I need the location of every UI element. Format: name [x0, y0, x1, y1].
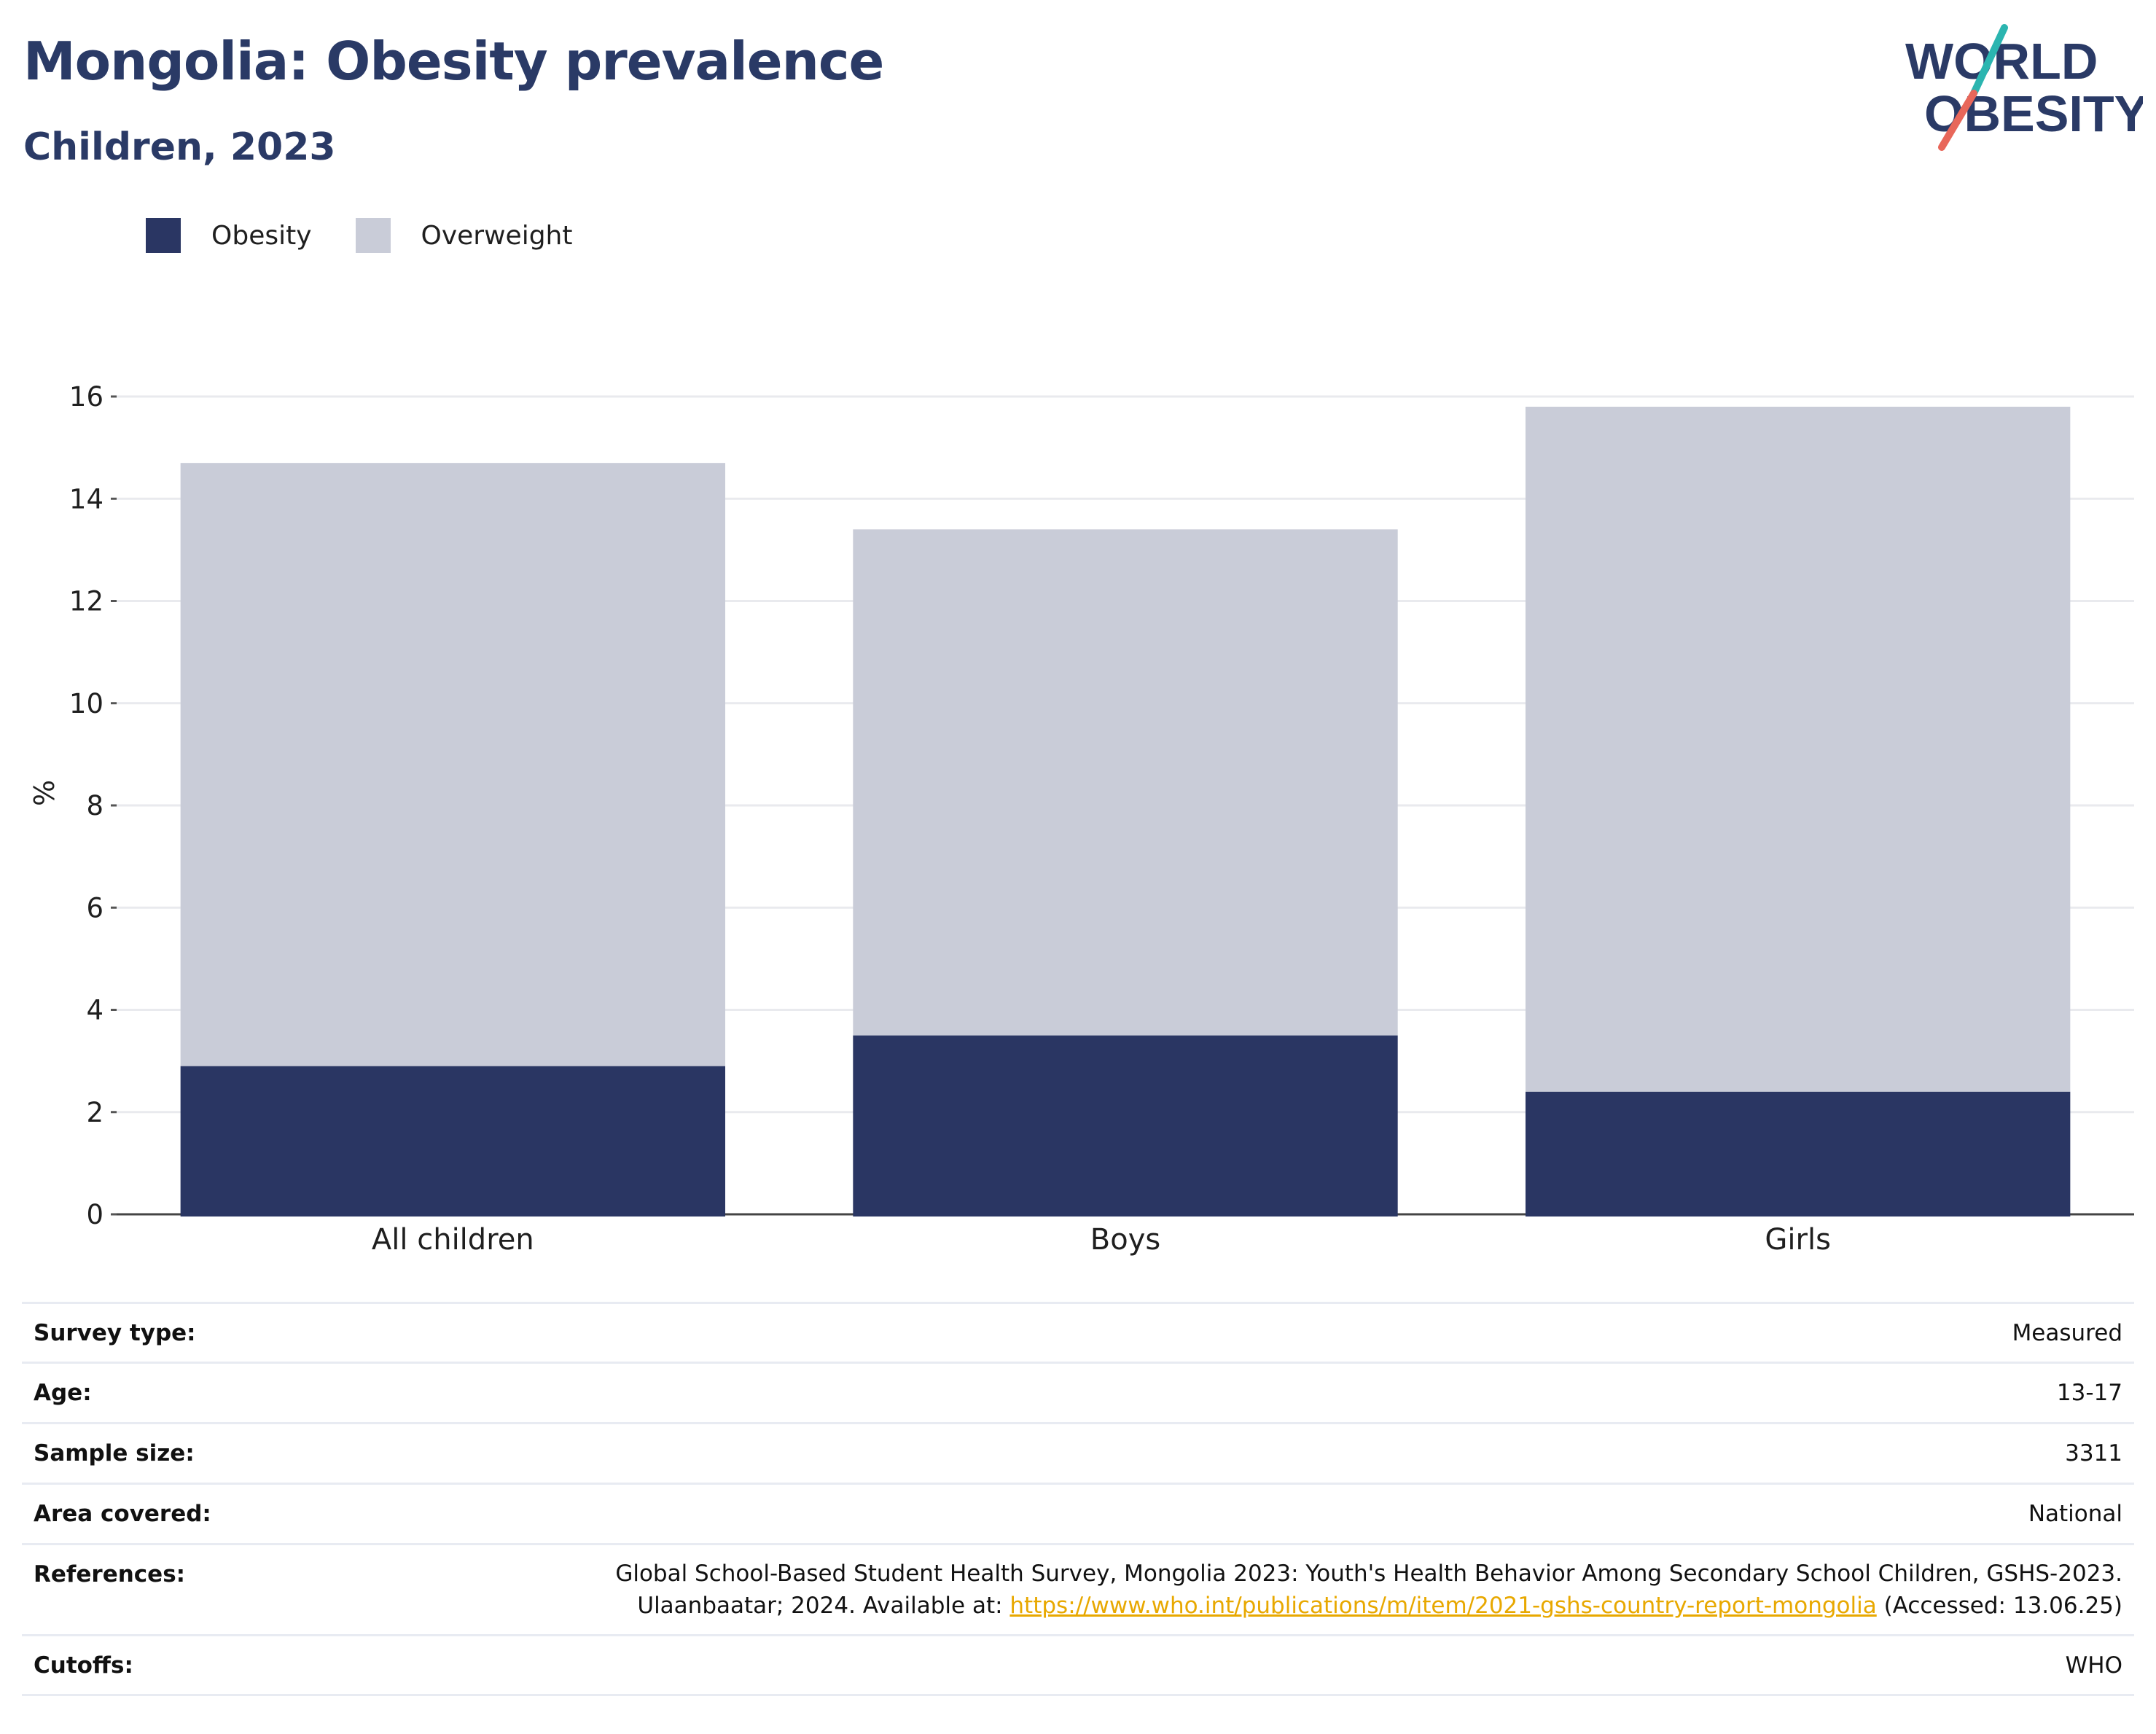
info-key: Cutoffs: [22, 1634, 483, 1696]
info-row-survey-type: Survey type: Measured [22, 1302, 2134, 1363]
legend-label-overweight: Overweight [421, 220, 573, 251]
reference-link[interactable]: https://www.who.int/publications/m/item/… [1009, 1593, 1877, 1619]
y-tick-label: 8 [86, 790, 103, 821]
reference-text-after: (Accessed: 13.06.25) [1876, 1593, 2122, 1619]
x-tick-label: Boys [1090, 1223, 1160, 1257]
info-value: 13-17 [483, 1362, 2134, 1423]
y-tick-label: 12 [69, 586, 103, 617]
y-tick-label: 6 [86, 892, 103, 923]
x-tick-label: All children [372, 1223, 534, 1257]
bar-overweight-boys [853, 529, 1398, 1036]
info-row-references: References: Global School-Based Student … [22, 1543, 2134, 1636]
bar-obesity-all-children [180, 1066, 726, 1216]
legend-swatch-obesity [146, 218, 181, 253]
bar-chart: 0 2 4 6 8 10 12 14 16 All children Boys Girls % [28, 381, 2134, 1257]
info-key: Area covered: [22, 1483, 483, 1544]
logo-line-1: WORLD [1905, 33, 2098, 90]
logo-slash-top [1970, 24, 2008, 97]
info-key: Sample size: [22, 1422, 483, 1484]
y-axis-label: % [28, 780, 60, 806]
bars [180, 407, 2071, 1216]
bar-overweight-all-children [180, 463, 726, 1066]
y-tick-label: 0 [86, 1199, 103, 1230]
chart-title: Mongolia: Obesity prevalence [23, 31, 884, 92]
info-value: National [483, 1483, 2134, 1544]
reference-text-before: Ulaanbaatar; 2024. Available at: [637, 1593, 1010, 1619]
bar-overweight-girls [1525, 407, 2071, 1092]
y-tick-label: 14 [69, 483, 103, 515]
reference-line-2: Ulaanbaatar; 2024. Available at: https:/… [494, 1590, 2122, 1622]
y-tick-label: 16 [69, 381, 103, 413]
legend-label-obesity: Obesity [211, 220, 312, 251]
info-value: 3311 [483, 1422, 2134, 1484]
info-row-cutoffs: Cutoffs: WHO [22, 1634, 2134, 1696]
chart-subtitle: Children, 2023 [23, 125, 336, 169]
info-value: Global School-Based Student Health Surve… [483, 1543, 2134, 1636]
x-axis-labels: All children Boys Girls [372, 1223, 1831, 1257]
bar-obesity-girls [1525, 1091, 2071, 1216]
bar-obesity-boys [853, 1035, 1398, 1216]
info-row-sample-size: Sample size: 3311 [22, 1422, 2134, 1484]
legend-swatch-overweight [355, 218, 391, 253]
info-row-age: Age: 13-17 [22, 1362, 2134, 1423]
logo-slash-bottom [1938, 90, 1977, 151]
y-tick-label: 2 [86, 1097, 103, 1128]
info-key: Survey type: [22, 1302, 483, 1363]
survey-info-table: Survey type: Measured Age: 13-17 Sample … [22, 1302, 2134, 1696]
info-value: Measured [483, 1302, 2134, 1363]
info-key: References: [22, 1543, 483, 1636]
y-tick-label: 4 [86, 995, 103, 1026]
info-value: WHO [483, 1634, 2134, 1696]
x-tick-label: Girls [1765, 1223, 1831, 1257]
info-key: Age: [22, 1362, 483, 1423]
reference-line-1: Global School-Based Student Health Surve… [615, 1561, 2122, 1587]
world-obesity-logo: WORLD OBESITY [1905, 24, 2143, 151]
legend: Obesity Overweight [146, 217, 616, 254]
info-row-area-covered: Area covered: National [22, 1483, 2134, 1544]
y-tick-label: 10 [69, 688, 103, 719]
